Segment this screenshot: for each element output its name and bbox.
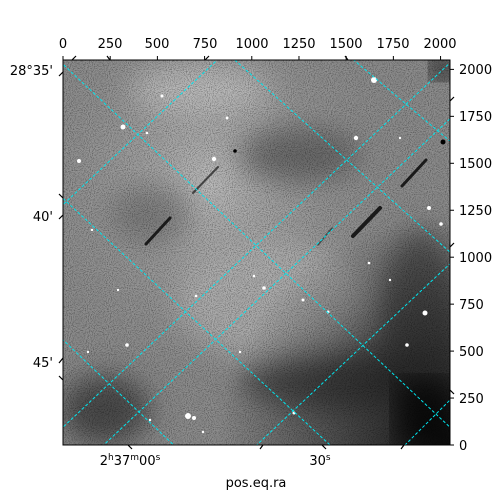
world-tick (449, 242, 455, 248)
world-tick (259, 444, 264, 450)
right-tick-label: 1250 (459, 204, 492, 219)
world-tick (127, 444, 133, 450)
top-tick-label: 1750 (376, 37, 409, 52)
top-tick-label: 1250 (282, 37, 315, 52)
world-tick (58, 375, 64, 381)
top-tick-label: 1500 (329, 37, 362, 52)
x-axis-title: pos.eq.ra (226, 476, 287, 491)
world-tick (58, 193, 64, 199)
dec-tick-label: 28°35' (10, 64, 53, 79)
top-tick-label: 1000 (235, 37, 268, 52)
pixel-ticks (62, 56, 454, 446)
world-ticks (58, 55, 455, 450)
world-tick (58, 214, 64, 220)
right-tick-label: 500 (459, 345, 484, 360)
world-tick (449, 389, 455, 395)
dec-tick-label: 40' (33, 210, 53, 225)
world-tick (400, 444, 405, 450)
right-tick-label: 0 (459, 439, 467, 454)
ra-tick-label: 30s (309, 453, 331, 469)
plot-frame (62, 59, 451, 446)
world-tick (344, 55, 349, 61)
dec-tick-label: 45' (33, 356, 53, 371)
world-tick (58, 357, 64, 364)
grid-line (234, 60, 450, 253)
world-tick (321, 444, 327, 450)
stars (77, 77, 443, 434)
world-tick (449, 96, 455, 102)
grid-line (63, 339, 175, 445)
right-tick-label: 1750 (459, 110, 492, 125)
coordinate-grid (63, 60, 450, 445)
streaks (144, 158, 428, 246)
grid-line (63, 197, 331, 445)
top-tick-label: 0 (59, 37, 67, 52)
right-tick-label: 2000 (459, 63, 492, 78)
top-tick-label: 250 (98, 37, 123, 52)
top-tick-label: 500 (145, 37, 170, 52)
top-tick-label: 2000 (423, 37, 456, 52)
right-tick-label: 750 (459, 298, 484, 313)
grid-line (352, 60, 450, 142)
image-area (63, 60, 450, 445)
world-tick (58, 71, 64, 77)
right-tick-label: 250 (459, 392, 484, 407)
world-tick (204, 55, 210, 61)
grid-line (63, 62, 450, 428)
ra-tick-label: 2h37m00s (100, 453, 161, 469)
world-tick (106, 55, 111, 61)
world-tick (71, 55, 77, 61)
right-tick-label: 1000 (459, 251, 492, 266)
right-tick-label: 1500 (459, 157, 492, 172)
top-tick-label: 750 (193, 37, 218, 52)
grid-line (63, 63, 450, 428)
grid-line (102, 118, 450, 445)
